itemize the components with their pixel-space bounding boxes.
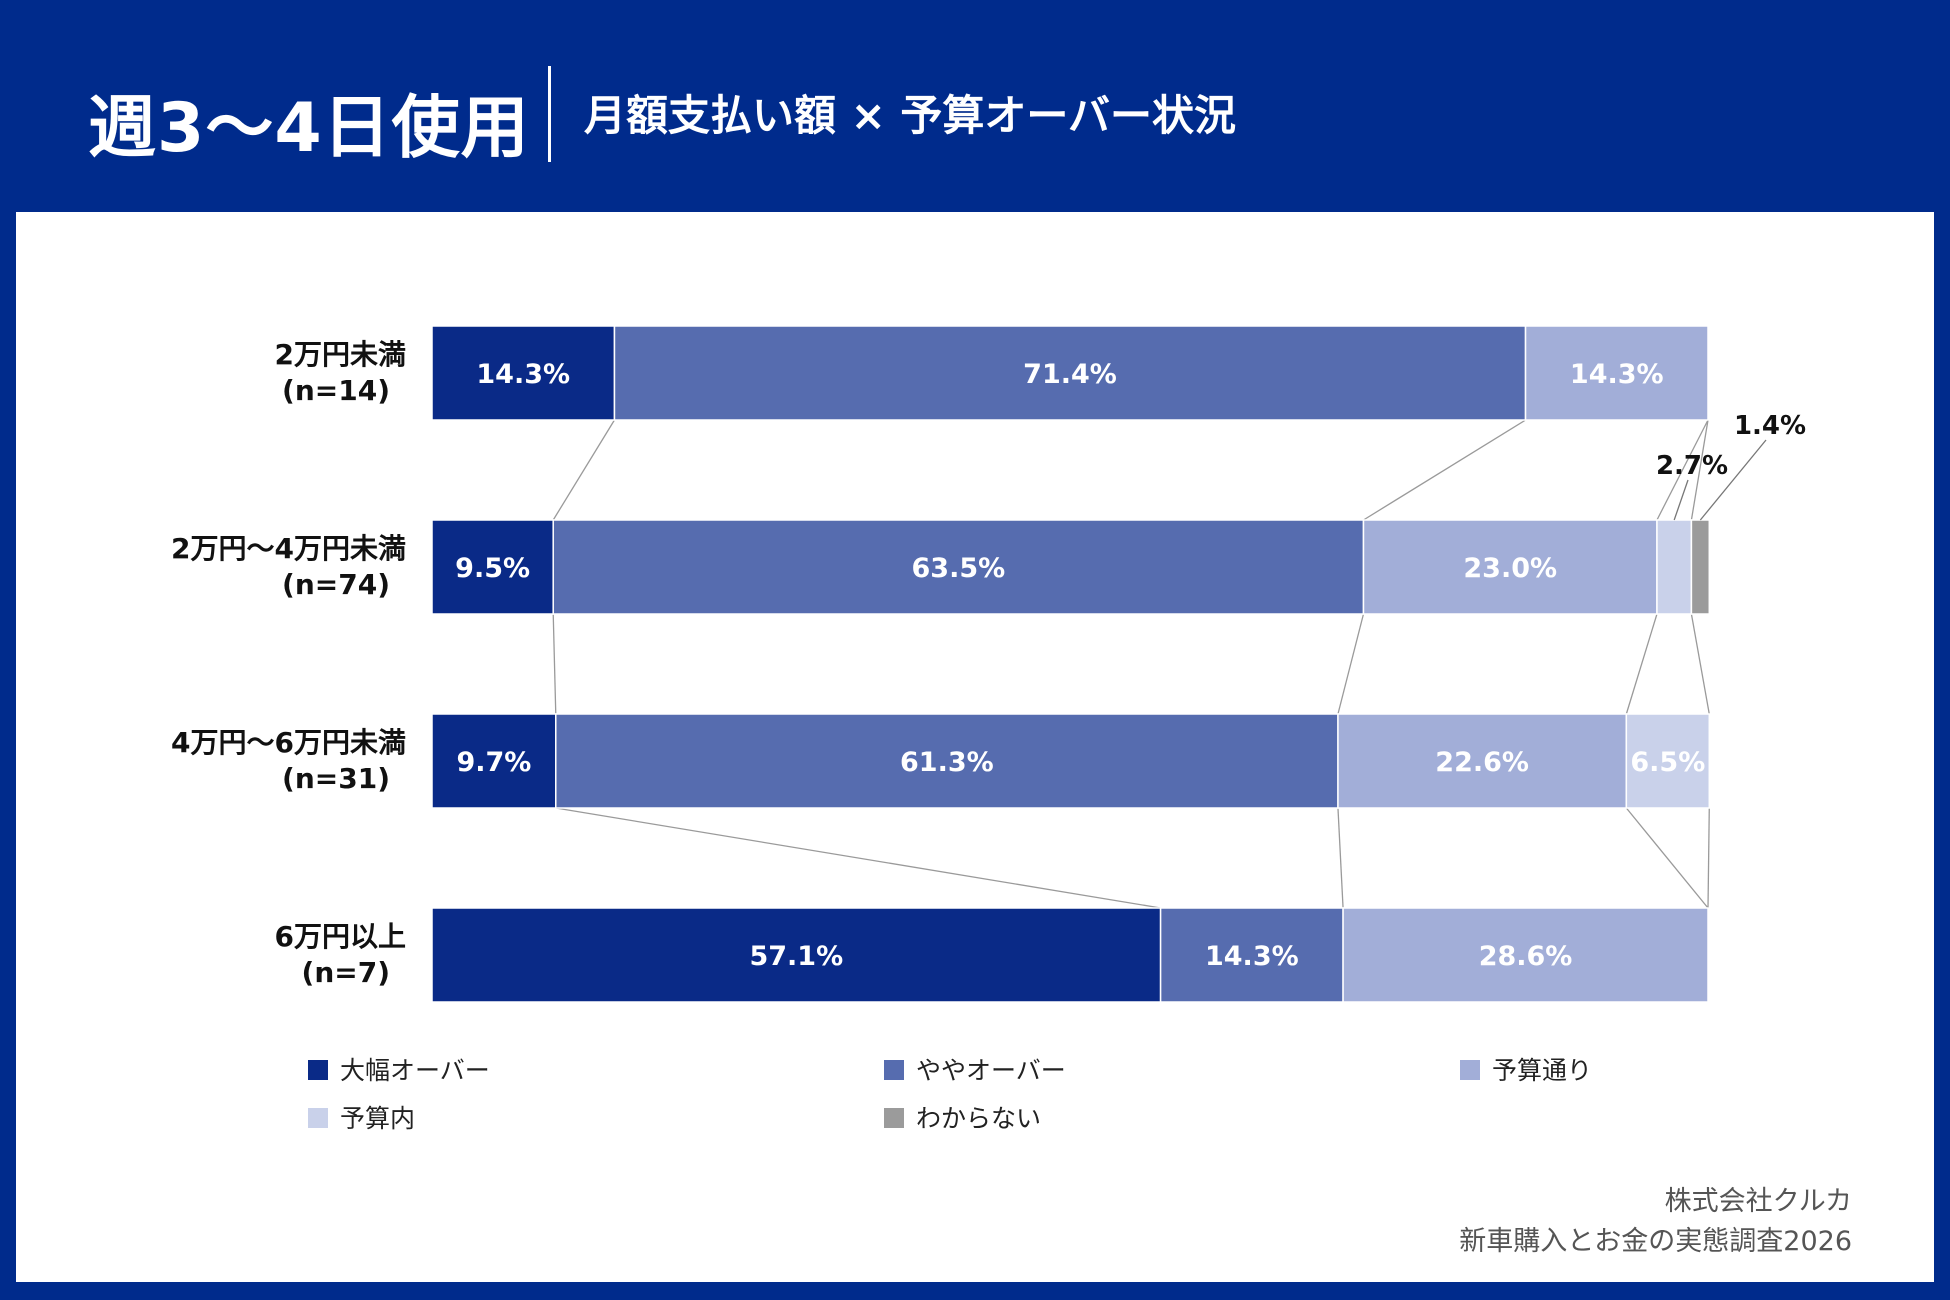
data-label: 14.3% bbox=[1205, 941, 1299, 972]
category-label: 6万円以上 bbox=[275, 920, 406, 953]
data-label: 71.4% bbox=[1023, 359, 1117, 390]
bar-segment bbox=[1159, 907, 1344, 1003]
category-n-label: (n=74) bbox=[282, 568, 390, 601]
category-label: 4万円〜6万円未満 bbox=[171, 726, 406, 759]
connector-line bbox=[1690, 419, 1709, 521]
data-label: 23.0% bbox=[1463, 553, 1557, 584]
bar-segment bbox=[613, 325, 1527, 421]
page-subtitle: 月額支払い額 × 予算オーバー状況 bbox=[584, 91, 1237, 140]
data-label: 9.7% bbox=[456, 747, 531, 778]
stacked-bar-chart: 2万円未満(n=14) 14.3% 71.4% 14.3% 2万円〜4万円未満(n=74… bbox=[171, 325, 1806, 1133]
header: 週3〜4日使用 月額支払い額 × 予算オーバー状況 bbox=[0, 0, 1950, 210]
data-label: 22.6% bbox=[1435, 747, 1529, 778]
data-label: 14.3% bbox=[1570, 359, 1664, 390]
bar-segment bbox=[1342, 907, 1709, 1003]
data-label: 63.5% bbox=[912, 553, 1006, 584]
data-label: 14.3% bbox=[476, 359, 570, 390]
bar-segment bbox=[431, 519, 554, 615]
data-label: 57.1% bbox=[749, 941, 843, 972]
connector-line bbox=[1690, 613, 1710, 715]
callout-label: 2.7% bbox=[1656, 451, 1728, 481]
connector-line bbox=[552, 419, 616, 521]
category-n-label: (n=31) bbox=[282, 762, 390, 795]
legend-label: 大幅オーバー bbox=[340, 1056, 490, 1085]
bar-segment bbox=[431, 713, 557, 809]
data-label: 6.5% bbox=[1630, 747, 1705, 778]
credit-company: 株式会社クルカ bbox=[1664, 1186, 1852, 1217]
connector-line bbox=[1363, 419, 1526, 521]
legend-label: 予算内 bbox=[340, 1104, 415, 1133]
legend-label: 予算通り bbox=[1492, 1056, 1592, 1085]
connector-line bbox=[1656, 419, 1709, 521]
connector-line bbox=[1625, 613, 1658, 715]
legend-swatch bbox=[308, 1108, 328, 1128]
data-label: 61.3% bbox=[900, 747, 994, 778]
connector-line bbox=[1707, 807, 1710, 909]
page-title: 週3〜4日使用 bbox=[88, 89, 530, 168]
callout-label: 1.4% bbox=[1734, 411, 1806, 441]
connector-line bbox=[552, 613, 557, 715]
bar-segment bbox=[1362, 519, 1658, 615]
connector-line bbox=[1625, 807, 1709, 909]
legend-swatch bbox=[884, 1108, 904, 1128]
category-label: 2万円未満 bbox=[275, 338, 406, 371]
bar-segment bbox=[1625, 713, 1711, 809]
callout-line bbox=[1673, 479, 1689, 521]
data-label: 28.6% bbox=[1479, 941, 1573, 972]
data-label: 9.5% bbox=[455, 553, 530, 584]
legend-label: わからない bbox=[916, 1104, 1041, 1133]
category-n-label: (n=7) bbox=[302, 956, 390, 989]
bar-segment bbox=[431, 325, 616, 421]
legend-label: ややオーバー bbox=[916, 1056, 1066, 1085]
legend-swatch bbox=[308, 1060, 328, 1080]
bar-segment bbox=[1656, 519, 1693, 615]
category-n-label: (n=14) bbox=[282, 374, 390, 407]
chart-panel: 2万円未満 (n=14) 14.3% 71.4% 14.3% 2万円〜4万円未満 (n=74… bbox=[16, 212, 1934, 1282]
bar-segment bbox=[1524, 325, 1709, 421]
credit-survey: 新車購入とお金の実態調査2026 bbox=[1459, 1226, 1852, 1257]
category-label: 2万円〜4万円未満 bbox=[171, 532, 406, 565]
connector-line bbox=[555, 807, 1161, 909]
connector-line bbox=[1337, 613, 1365, 715]
bar-segment bbox=[555, 713, 1339, 809]
title-divider bbox=[548, 66, 551, 162]
bar-segment bbox=[1337, 713, 1628, 809]
bar-segment bbox=[431, 907, 1162, 1003]
legend-swatch bbox=[1460, 1060, 1480, 1080]
callout-line bbox=[1699, 439, 1767, 521]
legend-swatch bbox=[884, 1060, 904, 1080]
credit: 株式会社クルカ 新車購入とお金の実態調査2026 bbox=[1459, 1182, 1852, 1262]
connector-line bbox=[1337, 807, 1344, 909]
bar-segment bbox=[1690, 519, 1711, 615]
